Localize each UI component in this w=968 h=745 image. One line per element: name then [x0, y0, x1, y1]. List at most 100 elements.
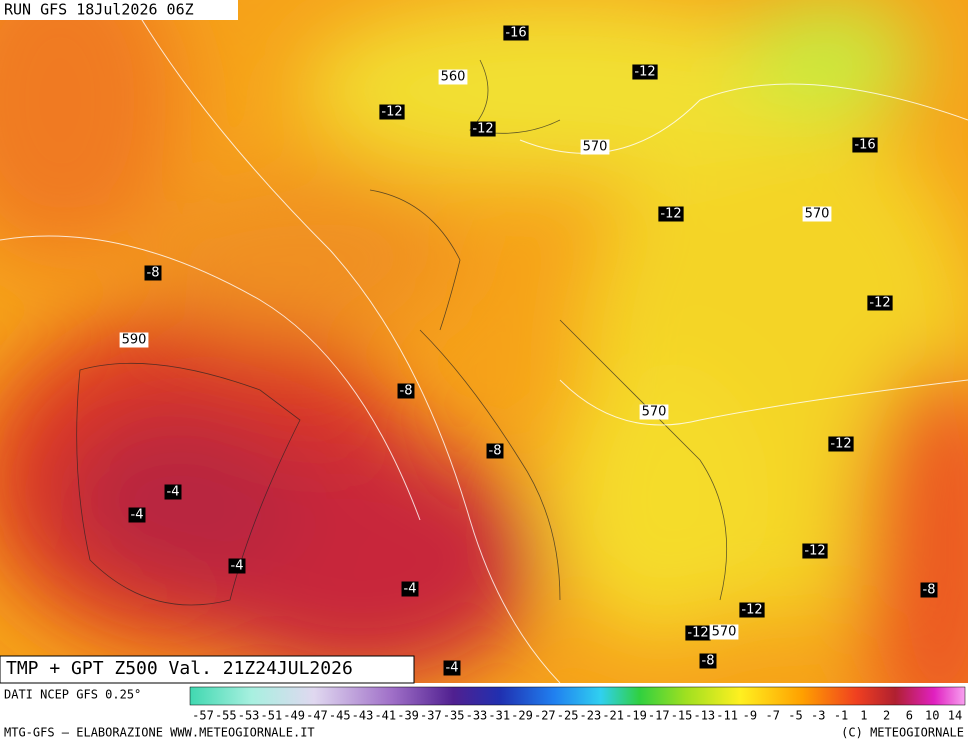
credit: MTG-GFS — ELABORAZIONE WWW.METEOGIORNALE…: [4, 726, 315, 740]
colorbar-tick-label: -45: [329, 709, 351, 723]
label-box: [632, 64, 658, 80]
contour-label-text: -8: [923, 583, 936, 598]
colorbar-tick-label: -51: [261, 709, 283, 723]
contour-label-text: -4: [167, 485, 180, 500]
colorbar-tick-label: -3: [811, 709, 825, 723]
colorbar-tick-label: -57: [192, 709, 214, 723]
contour-label-text: 570: [712, 625, 737, 640]
colorbar-tick-label: -53: [238, 709, 260, 723]
label-box: [867, 295, 893, 311]
colorbar-tick-label: -7: [765, 709, 779, 723]
colorbar-tick-label: -13: [693, 709, 715, 723]
label-box: [397, 383, 415, 399]
contour-label-text: 570: [805, 207, 830, 222]
colorbar-tick-label: 14: [948, 709, 962, 723]
contour-label-text: -12: [830, 437, 851, 452]
contour-label-text: -12: [804, 544, 825, 559]
label-box: [828, 436, 854, 452]
label-box: [852, 137, 878, 153]
colorbar-tick-label: -23: [580, 709, 602, 723]
contour-label: 590: [119, 332, 149, 348]
colorbar-tick-label: -39: [397, 709, 419, 723]
contour-label-text: 560: [441, 70, 466, 85]
colorbar-tick-label: -21: [602, 709, 624, 723]
colorbar-tick-label: -19: [625, 709, 647, 723]
contour-label-text: -12: [634, 65, 655, 80]
colorbar-tick-label: -41: [374, 709, 396, 723]
colorbar-tick-label: 6: [906, 709, 913, 723]
colorbar-tick-label: -1: [834, 709, 848, 723]
label-box: [438, 69, 468, 85]
colorbar-tick-label: -55: [215, 709, 237, 723]
label-box: [639, 404, 669, 420]
colorbar-tick-label: -43: [352, 709, 374, 723]
label-box: [228, 558, 246, 574]
label-box: [379, 104, 405, 120]
colorbar-tick-label: -31: [488, 709, 510, 723]
colorbar-tick-label: 2: [883, 709, 890, 723]
contour-label-text: -4: [404, 582, 417, 597]
contour-label: -4: [401, 581, 419, 597]
label-box: [580, 139, 610, 155]
colorbar-tick-label: -49: [283, 709, 305, 723]
contour-label-text: -4: [231, 559, 244, 574]
contour-label-text: 570: [583, 140, 608, 155]
colorbar-tick-label: -11: [716, 709, 738, 723]
contour-label-text: -12: [869, 296, 890, 311]
contour-label: -12: [739, 602, 765, 618]
contour-label: -8: [144, 265, 162, 281]
contour-label: -12: [470, 121, 496, 137]
contour-label: -12: [828, 436, 854, 452]
contour-label: -8: [397, 383, 415, 399]
colorbar: [189, 686, 966, 706]
contour-label: -16: [852, 137, 878, 153]
colorbar-tick-label: -35: [443, 709, 465, 723]
source: DATI NCEP GFS 0.25°: [4, 688, 141, 702]
contour-label: -16: [503, 25, 529, 41]
contour-label: -8: [486, 443, 504, 459]
colorbar-tick-label: -25: [557, 709, 579, 723]
colorbar-tick-label: -47: [306, 709, 328, 723]
contour-label: 570: [639, 404, 669, 420]
colorbar-tick-label: -5: [788, 709, 802, 723]
contour-label: -12: [802, 543, 828, 559]
contour-label-text: 590: [122, 333, 147, 348]
copyright: (C) METEOGIORNALE: [841, 726, 964, 740]
contour-label-text: -8: [489, 444, 502, 459]
contour-label-text: -16: [505, 26, 526, 41]
colorbar-tick-label: -17: [648, 709, 670, 723]
contour-label-text: -12: [741, 603, 762, 618]
label-box: [401, 581, 419, 597]
contour-label: -8: [920, 582, 938, 598]
contour-label: -4: [228, 558, 246, 574]
label-box: [739, 602, 765, 618]
contour-label: -12: [632, 64, 658, 80]
colorbar-tick-label: -33: [466, 709, 488, 723]
label-box: [920, 582, 938, 598]
run-label: RUN GFS 18Jul2026 06Z: [4, 1, 194, 19]
label-box: [486, 443, 504, 459]
colorbar-tick-label: -29: [511, 709, 533, 723]
label-box: [802, 543, 828, 559]
contour-label-text: -8: [702, 654, 715, 669]
label-box: [470, 121, 496, 137]
contour-label: -4: [443, 660, 461, 676]
contour-label-text: -4: [446, 661, 459, 676]
contour-label-text: -12: [660, 207, 681, 222]
contour-label: 570: [709, 624, 739, 640]
contour-label-text: -12: [687, 626, 708, 641]
contour-label-text: -8: [400, 384, 413, 399]
contour-label: -4: [164, 484, 182, 500]
label-box: [699, 653, 717, 669]
label-box: [685, 625, 711, 641]
colorbar-tick-label: 10: [925, 709, 939, 723]
colorbar-tick-label: -27: [534, 709, 556, 723]
label-box: [709, 624, 739, 640]
label-box: [164, 484, 182, 500]
colorbar-tick-label: -37: [420, 709, 442, 723]
run-box: [0, 0, 238, 20]
contour-label-text: -16: [854, 138, 875, 153]
label-box: [144, 265, 162, 281]
